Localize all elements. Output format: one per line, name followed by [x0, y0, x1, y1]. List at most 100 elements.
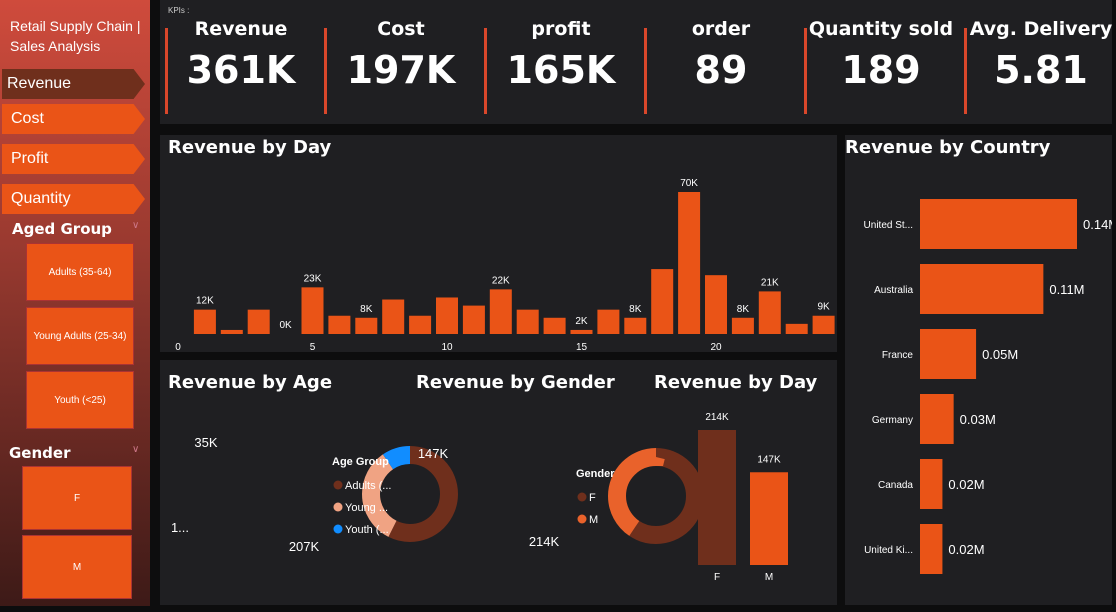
donut-slice	[362, 446, 458, 542]
legend-marker	[577, 514, 587, 524]
kpi-value: 89	[694, 48, 748, 92]
report-title: Retail Supply Chain | Sales Analysis	[10, 18, 141, 54]
chevron-down-icon[interactable]: ∨	[132, 444, 140, 455]
data-label: 207K	[289, 539, 320, 554]
revenue-by-country-panel: Revenue by Country United St... 0.14M Aust…	[845, 135, 1112, 605]
chart-title: Revenue by Country	[845, 137, 1051, 158]
bar-country	[920, 264, 1044, 314]
data-label: 147K	[418, 446, 449, 461]
category-label: France	[882, 350, 914, 361]
bar-day-20	[705, 275, 727, 334]
chart-title: Revenue by Day	[168, 137, 332, 158]
category-label: F	[714, 572, 720, 583]
kpi-card: profit 165K	[486, 18, 636, 92]
donut-slice	[608, 448, 704, 544]
data-label: 0.05M	[982, 347, 1018, 362]
nav-profit[interactable]: Profit	[2, 144, 145, 174]
data-label: 0.03M	[960, 412, 996, 427]
bar-day-8	[382, 299, 405, 334]
kpi-card: Quantity sold 189	[806, 18, 956, 92]
revenue-by-day-chart: 12K 0K 23K 8K 22K 2K 8K 70K 8K 21K 9K 0 5 10 15 20	[175, 178, 835, 352]
legend-item: F	[589, 492, 596, 504]
slicer-m[interactable]: M	[22, 535, 132, 599]
x-tick: 20	[710, 342, 722, 352]
x-tick: 15	[576, 342, 588, 352]
kpi-value: 5.81	[994, 48, 1088, 92]
bar-country	[920, 459, 943, 509]
slicer-f[interactable]: F	[22, 466, 132, 530]
bar-day-13	[516, 309, 539, 334]
kpi-value: 165K	[506, 48, 616, 92]
data-label: 214K	[529, 534, 560, 549]
kpi-divider	[324, 28, 327, 114]
nav-cost[interactable]: Cost	[2, 104, 145, 134]
legend-item: Youth (...	[345, 524, 389, 536]
data-label: 12K	[196, 296, 214, 307]
category-label: United St...	[864, 220, 913, 231]
donut-slice	[362, 446, 458, 542]
category-label: M	[765, 572, 773, 583]
data-label: 22K	[492, 275, 510, 286]
data-label: 23K	[304, 273, 322, 284]
data-label: 0.11M	[1049, 282, 1084, 297]
revenue-by-country-chart: United St... 0.14M Australia 0.11M France 0.0…	[864, 199, 1112, 574]
kpi-value: 189	[841, 48, 921, 92]
bar-country	[920, 199, 1077, 249]
data-label: 35K	[194, 435, 217, 450]
bar-day-11	[462, 305, 485, 334]
chart-title: Revenue by Day	[654, 372, 818, 393]
bar-country	[920, 329, 977, 379]
revenue-by-day-panel: Revenue by Day 12K 0K 23K 8K 22K 2K 8K 70K 8K 21K…	[160, 135, 837, 352]
legend-title: Gender	[576, 468, 615, 480]
data-label: 0.02M	[948, 477, 984, 492]
kpi-card: Cost 197K	[326, 18, 476, 92]
x-tick: 10	[441, 342, 453, 352]
data-label: 0.02M	[948, 542, 984, 557]
kpi-value: 197K	[346, 48, 456, 92]
data-label: 8K	[360, 304, 373, 315]
bar-day-10	[436, 297, 458, 334]
bottom-panel: Revenue by Age Revenue by Gender Revenue…	[160, 360, 837, 605]
bar-day-5	[301, 287, 324, 334]
nav-revenue[interactable]: Revenue	[2, 69, 145, 99]
category-label: Canada	[878, 480, 913, 491]
bar-day-2	[220, 329, 243, 334]
kpi-card: order 89	[646, 18, 796, 92]
slicer-adults[interactable]: Adults (35-64)	[26, 243, 134, 301]
gender-slicer-title: Gender	[9, 444, 71, 462]
x-tick: 0	[175, 342, 181, 352]
legend-item: Adults (...	[345, 480, 391, 492]
kpi-card: Revenue 361K	[166, 18, 316, 92]
bar-day-16	[597, 309, 620, 334]
kpi-divider	[165, 28, 168, 114]
kpi-label: Avg. Delivery	[969, 18, 1113, 40]
bar-day-21	[731, 317, 754, 334]
kpi-divider	[484, 28, 487, 114]
kpi-divider	[804, 28, 807, 114]
chevron-down-icon[interactable]: ∨	[132, 220, 140, 231]
bar-day-6	[328, 315, 351, 334]
data-label: 214K	[705, 412, 729, 423]
sidebar: Retail Supply Chain | Sales Analysis Rev…	[0, 0, 150, 606]
nav-quantity[interactable]: Quantity	[2, 184, 145, 214]
data-label: 0K	[279, 320, 292, 331]
legend-marker	[333, 502, 343, 512]
slicer-young-adults[interactable]: Young Adults (25-34)	[26, 307, 134, 365]
bar-day-9	[409, 315, 432, 334]
data-label: 9K	[817, 302, 830, 313]
kpi-label: Revenue	[194, 18, 288, 40]
kpi-value: 361K	[186, 48, 296, 92]
bar-day-3	[247, 309, 270, 334]
age-group-slicer-title: Aged Group	[12, 220, 112, 238]
data-label: 147K	[757, 454, 781, 465]
bar-day-23	[785, 323, 808, 334]
legend-item: M	[589, 514, 598, 526]
data-label: 8K	[737, 304, 750, 315]
kpi-label: profit	[531, 18, 591, 40]
bar-day-14	[543, 317, 566, 334]
slicer-youth[interactable]: Youth (<25)	[26, 371, 134, 429]
legend-item: Young ...	[345, 502, 388, 514]
data-label: 2K	[575, 316, 588, 327]
legend-marker	[333, 480, 343, 490]
category-label: Australia	[874, 285, 913, 296]
